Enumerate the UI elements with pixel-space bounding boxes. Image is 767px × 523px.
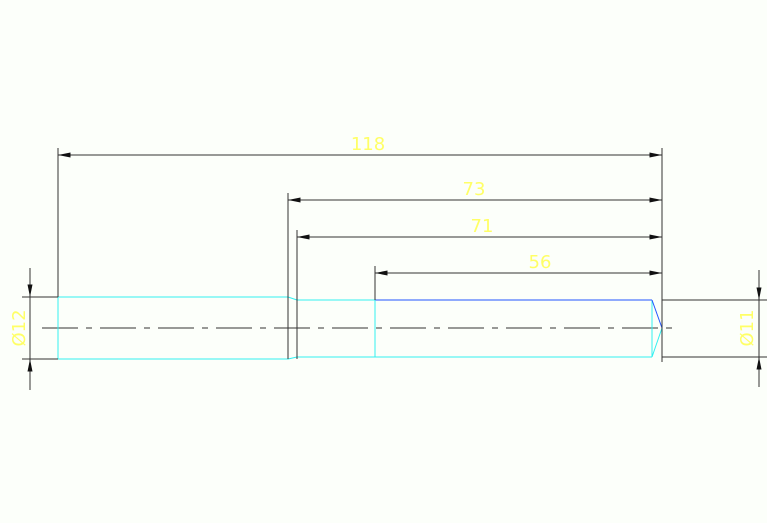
extension-lines — [22, 148, 767, 362]
shaft-outline — [57, 296, 663, 360]
dim-text-56: 56 — [529, 252, 552, 273]
dim-text-118: 118 — [351, 134, 385, 155]
dim-text-d11: Ø11 — [737, 309, 758, 346]
dim-text-71: 71 — [471, 216, 494, 237]
dim-text-d12: Ø12 — [9, 309, 30, 346]
dim-text-73: 73 — [463, 179, 486, 200]
